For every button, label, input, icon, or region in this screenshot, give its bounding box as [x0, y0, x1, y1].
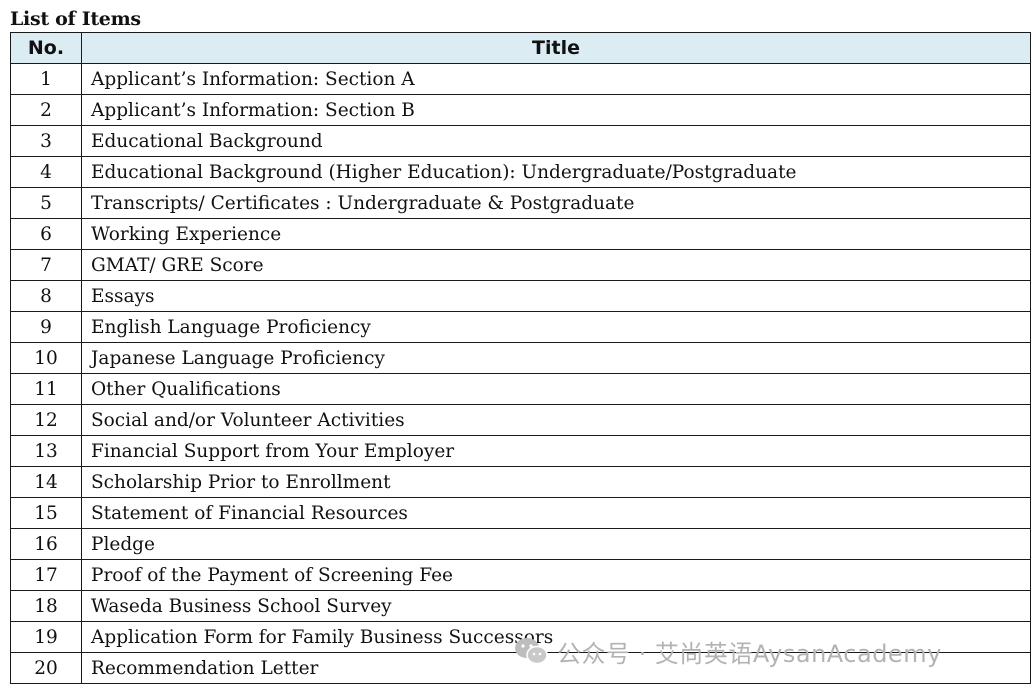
table-row: 13 Financial Support from Your Employer	[10, 435, 1031, 467]
row-title: Social and/or Volunteer Activities	[81, 404, 1031, 436]
row-number: 18	[10, 590, 82, 622]
row-title: Other Qualifications	[81, 373, 1031, 405]
row-title: Financial Support from Your Employer	[81, 435, 1031, 467]
row-number: 16	[10, 528, 82, 560]
row-number: 14	[10, 466, 82, 498]
column-header-no: No.	[10, 32, 82, 64]
table-row: 20 Recommendation Letter	[10, 652, 1031, 684]
row-title: Japanese Language Proficiency	[81, 342, 1031, 374]
row-number: 8	[10, 280, 82, 312]
row-title: Statement of Financial Resources	[81, 497, 1031, 529]
row-number: 1	[10, 63, 82, 95]
row-number: 11	[10, 373, 82, 405]
row-number: 15	[10, 497, 82, 529]
row-number: 9	[10, 311, 82, 343]
row-title: Working Experience	[81, 218, 1031, 250]
row-title: Waseda Business School Survey	[81, 590, 1031, 622]
items-table: No. Title 1 Applicant’s Information: Sect…	[10, 32, 1031, 684]
row-number: 7	[10, 249, 82, 281]
table-row: 4 Educational Background (Higher Educatio…	[10, 156, 1031, 188]
column-header-title: Title	[81, 32, 1031, 64]
row-title: Recommendation Letter	[81, 652, 1031, 684]
table-row: 19 Application Form for Family Business S…	[10, 621, 1031, 653]
row-number: 10	[10, 342, 82, 374]
table-row: 17 Proof of the Payment of Screening Fee	[10, 559, 1031, 591]
row-number: 4	[10, 156, 82, 188]
row-number: 13	[10, 435, 82, 467]
row-number: 12	[10, 404, 82, 436]
row-title: English Language Proficiency	[81, 311, 1031, 343]
row-number: 5	[10, 187, 82, 219]
table-row: 18 Waseda Business School Survey	[10, 590, 1031, 622]
table-row: 2 Applicant’s Information: Section B	[10, 94, 1031, 126]
row-number: 17	[10, 559, 82, 591]
row-title: Proof of the Payment of Screening Fee	[81, 559, 1031, 591]
row-number: 20	[10, 652, 82, 684]
table-row: 10 Japanese Language Proficiency	[10, 342, 1031, 374]
table-row: 11 Other Qualifications	[10, 373, 1031, 405]
row-title: Applicant’s Information: Section B	[81, 94, 1031, 126]
table-row: 1 Applicant’s Information: Section A	[10, 63, 1031, 95]
table-row: 15 Statement of Financial Resources	[10, 497, 1031, 529]
row-title: Essays	[81, 280, 1031, 312]
table-row: 14 Scholarship Prior to Enrollment	[10, 466, 1031, 498]
page-title: List of Items	[10, 8, 141, 30]
table-row: 12 Social and/or Volunteer Activities	[10, 404, 1031, 436]
row-number: 19	[10, 621, 82, 653]
table-row: 7 GMAT/ GRE Score	[10, 249, 1031, 281]
table-header-row: No. Title	[10, 32, 1031, 64]
row-title: Applicant’s Information: Section A	[81, 63, 1031, 95]
table-row: 16 Pledge	[10, 528, 1031, 560]
row-title: Educational Background	[81, 125, 1031, 157]
row-title: Pledge	[81, 528, 1031, 560]
table-row: 9 English Language Proficiency	[10, 311, 1031, 343]
table-row: 3 Educational Background	[10, 125, 1031, 157]
table-row: 8 Essays	[10, 280, 1031, 312]
row-number: 3	[10, 125, 82, 157]
row-title: GMAT/ GRE Score	[81, 249, 1031, 281]
table-row: 5 Transcripts/ Certificates : Undergradua…	[10, 187, 1031, 219]
row-title: Educational Background (Higher Education…	[81, 156, 1031, 188]
row-number: 2	[10, 94, 82, 126]
row-number: 6	[10, 218, 82, 250]
table-row: 6 Working Experience	[10, 218, 1031, 250]
row-title: Transcripts/ Certificates : Undergraduat…	[81, 187, 1031, 219]
row-title: Scholarship Prior to Enrollment	[81, 466, 1031, 498]
row-title: Application Form for Family Business Suc…	[81, 621, 1031, 653]
